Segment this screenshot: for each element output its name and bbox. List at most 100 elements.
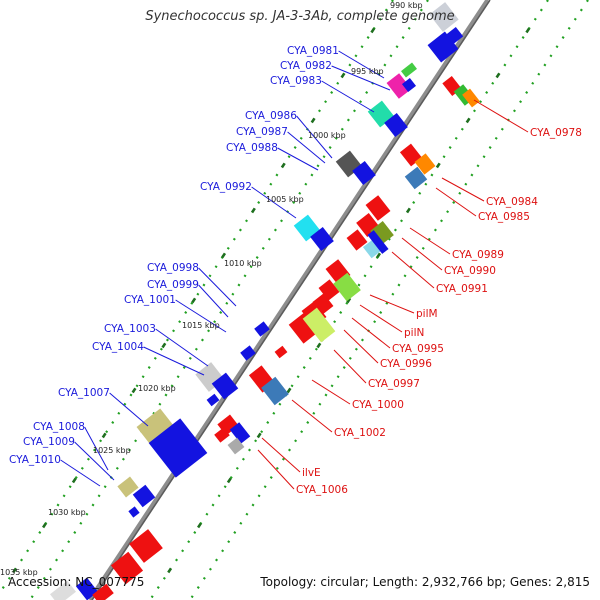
gene-feature[interactable] <box>128 506 140 518</box>
map-title: Synechococcus sp. JA-3-3Ab, complete gen… <box>145 9 455 24</box>
gene-label-left[interactable]: CYA_1008 <box>33 421 85 433</box>
gene-label-right[interactable]: CYA_0997 <box>368 378 420 390</box>
leader-line <box>257 449 295 490</box>
gene-feature[interactable] <box>367 230 389 254</box>
gene-feature[interactable] <box>110 551 144 585</box>
kbp-labels: 995 kbp 1000 kbp 1005 kbp 1010 kbp 1015 kbp 1… <box>0 1 423 577</box>
guide-line <box>29 0 429 600</box>
leader-line <box>435 187 477 217</box>
gene-feature[interactable] <box>288 312 320 344</box>
gene-feature[interactable] <box>310 226 334 252</box>
gene-label-left[interactable]: CYA_1009 <box>23 436 75 448</box>
gene-label-right[interactable]: CYA_0985 <box>478 211 530 223</box>
gene-feature[interactable] <box>401 77 417 93</box>
gene-label-left[interactable]: CYA_1004 <box>92 341 144 353</box>
gene-label-right[interactable]: CYA_0991 <box>436 283 488 295</box>
gene-feature[interactable] <box>414 153 436 175</box>
gene-label-right[interactable]: pilN <box>404 327 424 339</box>
gene-feature[interactable] <box>117 476 139 498</box>
leader-line <box>296 115 333 159</box>
gene-feature[interactable] <box>129 529 163 563</box>
gene-label-left[interactable]: CYA_0983 <box>270 75 322 87</box>
gene-feature[interactable] <box>370 220 394 246</box>
gene-feature[interactable] <box>462 88 480 108</box>
gene-label-left[interactable]: CYA_1010 <box>9 454 61 466</box>
gene-feature[interactable] <box>384 112 408 138</box>
gene-feature[interactable] <box>254 321 270 337</box>
kbp-label: 995 kbp <box>351 67 384 76</box>
leader-line <box>74 441 115 481</box>
gene-feature[interactable] <box>365 195 391 221</box>
leader-line <box>441 177 485 202</box>
gene-label-right[interactable]: CYA_0978 <box>530 127 582 139</box>
kbp-label: 1015 kbp <box>182 321 220 330</box>
gene-feature[interactable] <box>318 279 340 301</box>
leader-line <box>84 426 109 471</box>
gene-feature[interactable] <box>404 166 428 190</box>
leader-line <box>109 392 149 427</box>
gene-label-left[interactable]: CYA_0982 <box>280 60 332 72</box>
gene-feature[interactable] <box>229 422 251 444</box>
gene-label-right[interactable]: ilvE <box>302 467 321 479</box>
leader-line <box>321 80 375 113</box>
gene-label-right[interactable]: CYA_1006 <box>296 484 348 496</box>
leader-line <box>198 267 237 307</box>
leader-line <box>143 346 205 376</box>
gene-label-left[interactable]: CYA_0988 <box>226 142 278 154</box>
gene-label-right[interactable]: CYA_0995 <box>392 343 444 355</box>
gene-feature[interactable] <box>429 2 459 32</box>
gene-label-left[interactable]: CYA_1003 <box>104 323 156 335</box>
gene-feature[interactable] <box>148 418 208 478</box>
leader-line <box>473 99 529 133</box>
gene-feature[interactable] <box>206 393 220 407</box>
gene-features <box>50 2 480 600</box>
kbp-label: 990 kbp <box>390 1 423 10</box>
kbp-ticks <box>0 0 550 600</box>
gene-feature[interactable] <box>386 73 412 99</box>
gene-feature[interactable] <box>401 62 417 78</box>
gene-feature[interactable] <box>261 376 289 406</box>
gene-label-left[interactable]: CYA_0999 <box>147 279 199 291</box>
gene-label-right[interactable]: CYA_0990 <box>444 265 496 277</box>
gene-label-right[interactable]: CYA_1000 <box>352 399 404 411</box>
tick-line <box>148 0 550 600</box>
gene-label-left[interactable]: CYA_1001 <box>124 294 176 306</box>
gene-label-left[interactable]: CYA_0992 <box>200 181 252 193</box>
gene-feature[interactable] <box>50 580 76 600</box>
gene-feature[interactable] <box>312 293 334 315</box>
kbp-label: 1005 kbp <box>266 195 304 204</box>
gene-label-right[interactable]: CYA_0984 <box>486 196 538 208</box>
gene-label-right[interactable]: CYA_1002 <box>334 427 386 439</box>
gene-label-left[interactable]: CYA_0998 <box>147 262 199 274</box>
gene-feature[interactable] <box>240 345 256 361</box>
gene-feature[interactable] <box>211 372 239 400</box>
kbp-label: 1030 kbp <box>48 508 86 517</box>
leader-line <box>331 65 391 91</box>
gene-feature[interactable] <box>214 427 230 443</box>
gene-feature[interactable] <box>346 229 368 251</box>
gene-feature[interactable] <box>352 160 376 186</box>
gene-label-right[interactable]: CYA_0996 <box>380 358 432 370</box>
gene-label-right[interactable]: CYA_0989 <box>452 249 504 261</box>
gene-feature[interactable] <box>274 345 288 359</box>
gene-feature[interactable] <box>444 26 464 46</box>
gene-feature[interactable] <box>227 437 245 455</box>
kbp-label: 1020 kbp <box>138 384 176 393</box>
tick-line <box>0 0 395 595</box>
gene-feature[interactable] <box>333 272 361 302</box>
gene-feature[interactable] <box>362 239 382 259</box>
gene-label-left[interactable]: CYA_0986 <box>245 110 297 122</box>
gene-feature[interactable] <box>92 583 114 600</box>
gene-label-right[interactable]: pilM <box>416 308 438 320</box>
leader-line <box>359 304 403 333</box>
leader-line <box>60 459 101 487</box>
genome-backbone <box>87 0 491 600</box>
leader-line <box>155 328 209 367</box>
leader-line <box>351 317 391 349</box>
gene-label-left[interactable]: CYA_0981 <box>287 45 339 57</box>
gene-label-left[interactable]: CYA_0987 <box>236 126 288 138</box>
gene-label-left[interactable]: CYA_1007 <box>58 387 110 399</box>
gene-feature[interactable] <box>132 484 156 508</box>
gene-feature[interactable] <box>302 307 336 343</box>
